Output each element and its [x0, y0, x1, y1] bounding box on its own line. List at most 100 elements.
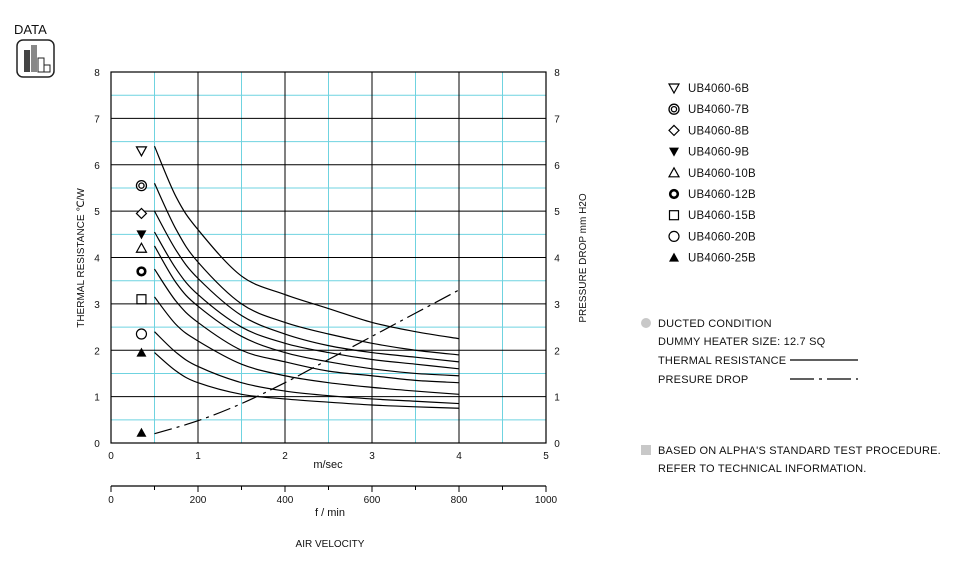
note-standard-line2: REFER TO TECHNICAL INFORMATION. [658, 463, 867, 475]
note-pressure-drop: PRESURE DROP [658, 374, 748, 386]
y-tick-label-left: 5 [94, 207, 100, 218]
note-thermal-resistance: THERMAL RESISTANCE [658, 355, 786, 367]
y-tick-label-right: 3 [554, 300, 560, 311]
triangle-down-open-icon [667, 83, 681, 95]
y-tick-label-left: 7 [94, 114, 100, 125]
diamond-open-icon [135, 207, 148, 220]
legend-label-ub4060-6b: UB4060-6B [688, 83, 749, 95]
data-marker-ub4060-12b [136, 266, 147, 277]
data-marker-ub4060-10b [135, 241, 148, 253]
x2-tick-label: 400 [277, 495, 294, 506]
legend-label-ub4060-15b: UB4060-15B [688, 210, 756, 222]
y-tick-label-right: 6 [554, 161, 560, 172]
y-tick-label-right: 7 [554, 114, 560, 125]
pressure-drop-line [154, 289, 460, 435]
x-axis-caption: AIR VELOCITY [296, 539, 365, 550]
y-tick-label-right: 1 [554, 393, 560, 404]
triangle-up-filled-icon [136, 347, 147, 357]
y-tick-label-left: 4 [94, 254, 100, 265]
data-badge-label: DATA [14, 22, 47, 37]
triangle-down-filled-icon [669, 147, 679, 157]
x-tick-label: 1 [195, 451, 201, 462]
data-marker-ub4060-25b [136, 347, 147, 357]
square-open-icon [668, 210, 680, 221]
legend-marker-ub4060-10b [667, 166, 681, 178]
series-line-ub4060-8b [153, 210, 460, 363]
series-line-ub4060-15b [154, 296, 460, 395]
x2-tick-label: 0 [108, 495, 114, 506]
y-tick-label-right: 4 [554, 254, 560, 265]
legend-marker-ub4060-9b [669, 147, 679, 157]
legend-label-ub4060-12b: UB4060-12B [688, 189, 756, 201]
bar-chart-icon [24, 45, 51, 73]
legend-marker-ub4060-25b [669, 252, 679, 262]
y-tick-label-right: 5 [554, 207, 560, 218]
series-line-ub4060-10b [153, 245, 460, 377]
circle-open-icon [135, 328, 148, 340]
data-marker-ub4060-6b [135, 146, 148, 158]
standard-bullet-icon [641, 445, 651, 455]
y-tick-label-right: 8 [554, 68, 560, 79]
legend-marker-ub4060-7b [668, 103, 680, 115]
chart-grid [110, 71, 547, 444]
y-tick-label-left: 8 [94, 68, 100, 79]
chart-markers [135, 146, 148, 437]
y-tick-label-left: 3 [94, 300, 100, 311]
x-axis-label: m/sec [313, 459, 343, 471]
triangle-down-open-icon [135, 146, 148, 158]
data-badge: DATA [14, 22, 55, 78]
legend-label-ub4060-25b: UB4060-25B [688, 253, 756, 265]
data-marker-ub4060-8b [135, 207, 148, 220]
triangle-up-filled-icon [669, 252, 679, 262]
triangle-up-filled-icon [136, 427, 147, 437]
x2-tick-label: 800 [451, 495, 468, 506]
series-line-ub4060-9b [153, 231, 460, 370]
note-ducted-condition: DUCTED CONDITION [658, 318, 772, 330]
data-marker-pressure-drop [136, 427, 147, 437]
legend-label-ub4060-8b: UB4060-8B [688, 125, 749, 137]
legend-marker-ub4060-12b [668, 188, 680, 200]
bold-circle-icon [668, 188, 680, 200]
triangle-down-filled-icon [136, 230, 147, 240]
y-tick-label-right: 2 [554, 346, 560, 357]
bold-circle-icon [136, 266, 147, 277]
note-dummy-heater: DUMMY HEATER SIZE: 12.7 SQ [658, 336, 826, 348]
legend-marker-ub4060-8b [668, 124, 680, 137]
diamond-open-icon [668, 124, 680, 137]
x2-tick-label: 200 [190, 495, 207, 506]
y-axis-right-label: PRESSURE DROP mm H2O [578, 193, 589, 323]
data-marker-ub4060-9b [136, 230, 147, 240]
ducted-bullet-icon [641, 318, 651, 328]
x-tick-label: 3 [369, 451, 375, 462]
legend-label-ub4060-10b: UB4060-10B [688, 168, 756, 180]
data-marker-ub4060-20b [135, 328, 148, 340]
series-line-ub4060-25b [154, 352, 460, 409]
series-line-ub4060-20b [154, 331, 460, 405]
double-circle-inner-icon [138, 182, 145, 189]
legend-label-ub4060-7b: UB4060-7B [688, 104, 749, 116]
data-marker-ub4060-15b [136, 294, 147, 305]
chart-legend: UB4060-6B UB4060-7B UB4060-8B UB4060-9B UB40… [667, 83, 756, 265]
square-open-icon [136, 294, 147, 305]
x-tick-label: 5 [543, 451, 549, 462]
triangle-up-open-icon [667, 166, 681, 178]
triangle-up-open-icon [135, 241, 148, 253]
y-axis-left-label: THERMAL RESISTANCE ℃/W [76, 188, 87, 328]
legend-label-ub4060-9b: UB4060-9B [688, 147, 749, 159]
y-tick-label-left: 0 [94, 439, 100, 450]
series-line-ub4060-12b [154, 268, 460, 384]
series-line-ub4060-7b [153, 183, 460, 356]
series-line-ub4060-6b [153, 145, 460, 340]
x2-tick-label: 1000 [535, 495, 558, 506]
circle-open-icon [668, 230, 680, 242]
y-tick-label-right: 0 [554, 439, 560, 450]
legend-label-ub4060-20b: UB4060-20B [688, 231, 756, 243]
chart-curves [153, 145, 460, 435]
note-standard-line1: BASED ON ALPHA'S STANDARD TEST PROCEDURE… [658, 445, 941, 457]
plot-frame [110, 71, 547, 444]
legend-marker-ub4060-20b [668, 230, 680, 242]
y-tick-label-left: 6 [94, 161, 100, 172]
x-tick-label: 4 [456, 451, 462, 462]
